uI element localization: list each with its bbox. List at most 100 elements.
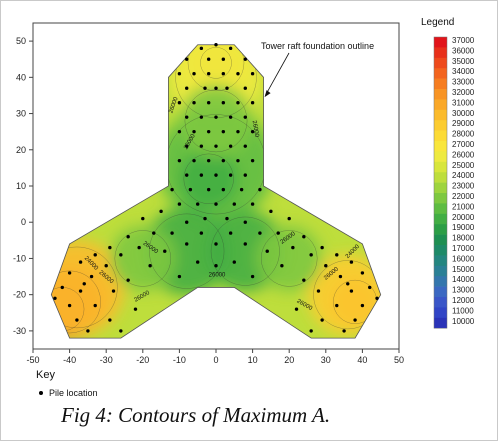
pile-location [280,263,284,268]
pile-location [291,245,295,250]
pile-location [250,100,255,105]
legend-level-label: 11000 [452,306,474,315]
y-tick-label: 50 [16,36,26,46]
legend-level-label: 35000 [452,57,475,66]
legend-swatch [434,265,447,277]
legend-swatch [434,276,447,287]
contour-value-label: 26000 [168,96,180,114]
legend-swatch [434,297,447,308]
legend-swatch [434,161,447,173]
pile-location [309,253,313,257]
pile-location [177,72,182,76]
pile-location [243,57,247,61]
pile-location [148,263,152,268]
pile-location [67,303,72,308]
pile-location [196,202,200,206]
pile-location [177,129,182,134]
legend-level-label: 18000 [452,234,475,243]
contour-blob [179,149,238,209]
contour-value-label: 26000 [209,273,226,279]
pile-location [192,72,196,76]
legend-level-label: 24000 [452,171,475,180]
pile-location [324,263,328,268]
pile-location [243,115,247,119]
x-tick-label: 50 [394,355,404,365]
pile-location [78,260,83,264]
pile-location [214,242,218,246]
x-tick-label: -20 [136,355,149,365]
legend-swatch [434,203,447,215]
pile-location [206,72,211,76]
legend-title: Legend [421,17,454,28]
pile-location [228,173,233,177]
pile-location [214,43,218,47]
legend-level-label: 22000 [452,192,475,201]
pile-location [258,187,262,192]
pile-location [199,173,204,177]
pile-location [228,46,233,51]
legend-level-label: 21000 [452,202,475,211]
contour-line [210,216,280,286]
y-tick-label: -20 [13,290,26,300]
pile-location [225,216,229,221]
pile-location [199,231,204,235]
legend-swatch [434,255,447,267]
pile-location [239,187,244,192]
pile-location [214,115,218,119]
legend-level-label: 26000 [452,150,475,159]
x-tick-label: 10 [248,355,258,365]
key-item-label: Pile location [49,388,98,398]
contour-blob [307,254,381,335]
pile-location [250,72,255,76]
pile-location [203,86,207,90]
pile-location [232,202,236,206]
y-tick-label: -30 [13,326,26,336]
pile-location [228,231,233,235]
legend-swatch [434,213,447,225]
y-tick-label: 0 [21,217,26,227]
pile-location [159,209,163,214]
y-tick-label: 20 [16,145,26,155]
pile-location [185,86,189,90]
pile-location [170,231,174,235]
pile-location [250,129,255,134]
legend-swatch [434,78,447,90]
pile-location [108,318,112,322]
figure-caption: Fig 4: Contours of Maximum A. [61,403,331,427]
legend-bar-frame [433,36,448,329]
pile-location [177,274,182,279]
pile-location [119,329,123,333]
annotation-arrow [265,52,290,96]
pile-location [137,245,141,250]
legend-level-label: 13000 [452,286,475,295]
pile-location [221,158,226,163]
pile-location [104,263,108,268]
legend-level-label: 19000 [452,223,475,232]
pile-location [206,129,211,134]
legend-level-label: 15000 [452,265,475,274]
pile-location [177,202,182,206]
pile-location [111,289,116,293]
legend-level-label: 32000 [452,88,475,97]
y-tick-label: 30 [16,109,26,119]
legend-level-label: 30000 [452,109,475,118]
contour-field [51,44,381,339]
pile-location [316,289,321,293]
plot-area: -50 -40 -30 -20 -10 0 10 20 30 40 50 -30 -20 -10 0 10 20… [13,22,404,365]
legend-level-label: 27000 [452,140,475,149]
pile-location [93,253,97,257]
pile-dot-icon [39,391,43,395]
pile-location [232,260,236,264]
pile-location [353,318,357,322]
x-tick-label: -40 [63,355,76,365]
pile-location [214,263,218,268]
contour-blob [179,84,253,158]
x-tick-label: -30 [100,355,113,365]
contour-blobs [51,44,381,339]
legend-swatch [434,68,447,79]
pile-location [206,100,211,105]
pile-location [214,144,218,148]
pile-location [206,57,211,61]
key-item-pile-location: Pile location [39,388,98,398]
